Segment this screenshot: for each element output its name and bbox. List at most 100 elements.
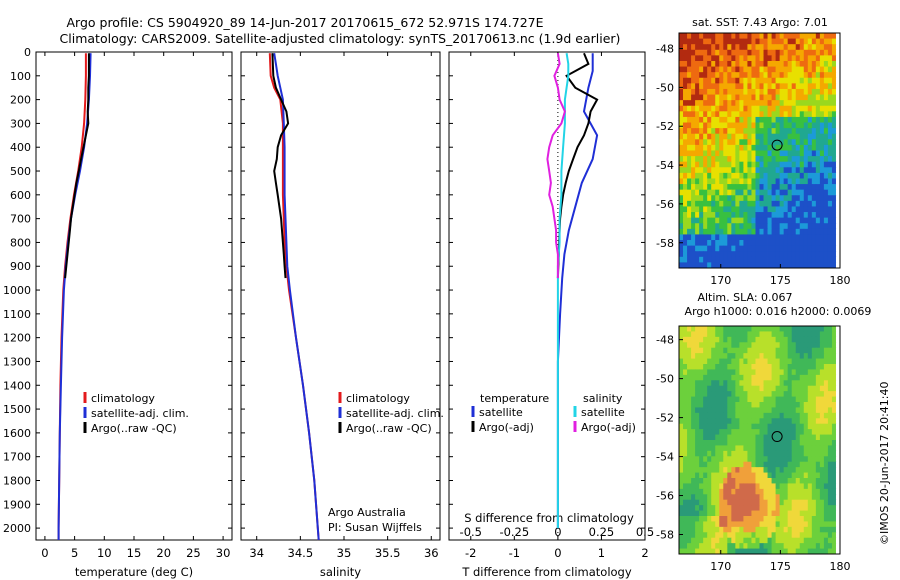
map-cell [775, 472, 781, 479]
map-cell [787, 326, 793, 332]
map-cell [823, 516, 829, 522]
map-cell [735, 228, 740, 235]
map-cell [795, 516, 801, 522]
map-cell [819, 434, 825, 441]
map-cell [791, 407, 797, 414]
map-cell [831, 510, 837, 517]
map-cell [683, 184, 688, 191]
map-cell [787, 391, 793, 397]
map-cell [707, 72, 712, 79]
map-cell [759, 516, 764, 522]
map-cell [699, 526, 704, 533]
map-cell [767, 111, 772, 118]
map-cell [783, 396, 789, 403]
map-cell [703, 49, 708, 56]
map-cell [795, 144, 801, 151]
map-cell [719, 478, 724, 484]
map-cell [827, 494, 833, 501]
map-cell [799, 172, 805, 179]
map-cell [723, 189, 728, 196]
map-cell [723, 228, 728, 235]
map-cell [699, 256, 704, 263]
map-cell [831, 100, 837, 107]
map-cell [807, 461, 813, 468]
map-cell [727, 156, 732, 163]
map-cell [695, 510, 700, 517]
map-cell [743, 245, 748, 252]
difference-series-2 [556, 53, 570, 529]
map-cell [739, 396, 744, 403]
map-cell [779, 77, 785, 84]
map-cell [747, 100, 752, 107]
map-cell [691, 212, 696, 219]
map-cell [771, 364, 777, 370]
map-cell [835, 55, 841, 62]
map-cell [747, 499, 752, 506]
map-cell [795, 105, 801, 112]
map-cell [747, 450, 752, 457]
map-cell [731, 537, 736, 544]
map-cell [775, 72, 781, 79]
map-cell [815, 223, 821, 230]
map-cell [775, 396, 781, 403]
map-cell [791, 111, 797, 118]
map-cell [679, 195, 684, 202]
map-cell [699, 483, 704, 490]
map-cell [779, 391, 785, 397]
map-cell [803, 150, 809, 157]
map-cell [743, 450, 748, 457]
map-cell [723, 206, 728, 213]
map-cell [715, 336, 720, 343]
map-cell [707, 240, 712, 247]
map-cell [827, 133, 833, 140]
map-cell [835, 178, 841, 185]
map-cell [775, 122, 781, 129]
map-cell [699, 418, 704, 425]
map-cell [759, 234, 764, 241]
map-cell [771, 133, 777, 140]
map-cell [775, 223, 781, 230]
map-cell [699, 195, 704, 202]
map-cell [775, 156, 781, 163]
map-cell [719, 472, 724, 479]
map-cell [799, 128, 805, 135]
map-cell [727, 55, 732, 62]
map-cell [767, 72, 772, 79]
map-cell [699, 445, 704, 452]
map-cell [719, 38, 724, 45]
map-cell [743, 423, 748, 430]
map-cell [831, 336, 837, 343]
map-cell [703, 234, 708, 241]
map-cell [731, 543, 736, 549]
map-cell [791, 200, 797, 207]
map-cell [695, 240, 700, 247]
map-cell [763, 184, 768, 191]
map-cell [807, 412, 813, 419]
map-cell [827, 77, 833, 84]
map-cell [783, 44, 789, 51]
map-cell [759, 178, 764, 185]
map-cell [811, 139, 817, 146]
map-cell [751, 206, 756, 213]
map-cell [755, 72, 760, 79]
map-cell [739, 537, 744, 544]
map-cell [715, 358, 720, 365]
map-cell [835, 407, 841, 414]
map-cell [679, 223, 684, 230]
map-cell [815, 66, 821, 73]
map-cell [763, 461, 768, 468]
map-cell [683, 537, 688, 544]
map-cell [707, 532, 712, 539]
map-cell [767, 548, 772, 555]
map-cell [687, 150, 692, 157]
map-cell [767, 445, 772, 452]
map-cell [735, 49, 740, 56]
map-cell [795, 483, 801, 490]
map-cell [767, 521, 772, 528]
map-cell [751, 510, 756, 517]
map-cell [775, 364, 781, 370]
map-cell [699, 240, 704, 247]
map-cell [683, 467, 688, 473]
map-cell [807, 396, 813, 403]
map-cell [731, 461, 736, 468]
